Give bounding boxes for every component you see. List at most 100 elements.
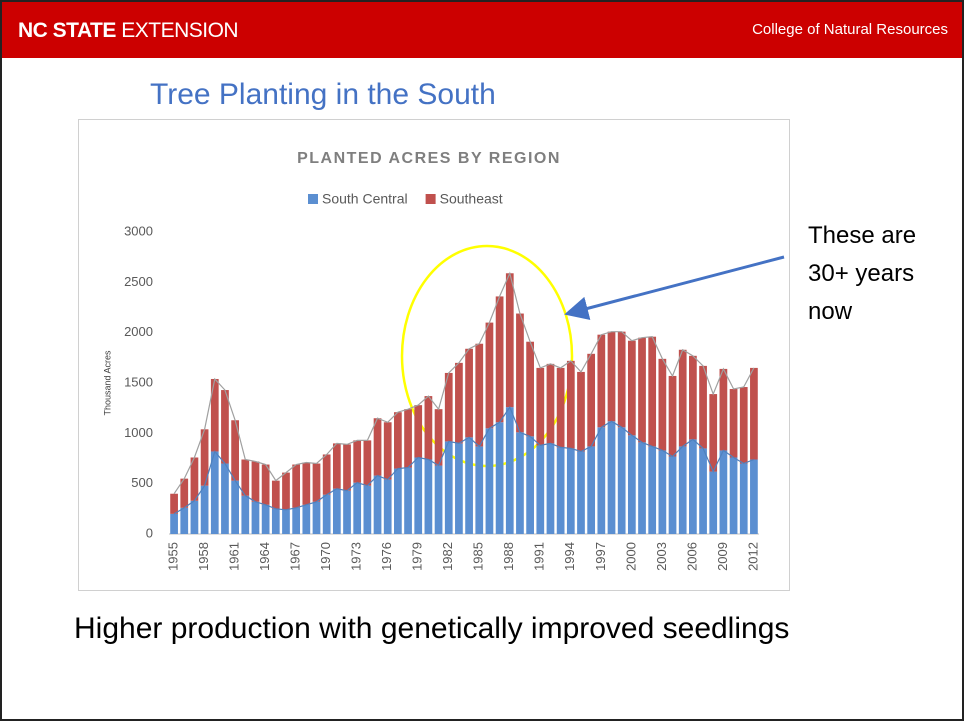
bar-segment	[638, 337, 646, 443]
bar-segment	[709, 471, 718, 534]
bar-segment	[495, 296, 504, 423]
arrow	[564, 255, 785, 321]
bar-segment	[689, 439, 697, 534]
x-tick-label: 1955	[166, 542, 181, 571]
bar-segment	[322, 454, 331, 495]
bar-segment	[587, 446, 596, 534]
bar-segment	[516, 432, 524, 534]
y-tick-label: 1500	[124, 374, 153, 389]
bar-segment	[526, 341, 534, 437]
bar-segment	[536, 367, 545, 446]
bar-segment	[699, 448, 707, 534]
bar-segment	[221, 463, 229, 534]
bar-segment	[729, 389, 738, 458]
bar-segment	[658, 358, 667, 451]
bar-segment	[312, 463, 321, 502]
y-tick-label: 0	[146, 525, 153, 540]
legend-label: Southeast	[440, 191, 503, 207]
bar-segment	[627, 340, 636, 436]
bar-segment	[363, 440, 372, 486]
bar-segment	[577, 451, 585, 534]
slide-title: Tree Planting in the South	[150, 78, 496, 111]
bar-segment	[383, 479, 392, 534]
bar-segment	[210, 378, 219, 452]
bar-segment	[373, 418, 382, 476]
x-tick-label: 1967	[288, 542, 303, 571]
annotation: These are 30+ years now	[808, 222, 917, 325]
bar-segment	[414, 405, 423, 458]
x-tick-label: 2012	[745, 542, 760, 571]
bar-segment	[709, 394, 718, 472]
bar-segment	[424, 396, 433, 460]
bar-segment	[312, 501, 321, 534]
y-axis-label: Thousand Acres	[102, 350, 112, 416]
bar-segment	[516, 313, 524, 433]
bar-segment	[424, 459, 433, 534]
bar-segment	[190, 500, 199, 534]
bar-segment	[536, 445, 545, 534]
bar-segment	[719, 450, 728, 534]
bar-segment	[394, 412, 402, 469]
header-bar: NC STATE EXTENSION College of Natural Re…	[2, 2, 962, 58]
bar-segment	[200, 429, 209, 486]
bar-segment	[394, 468, 402, 534]
bar-segment	[190, 457, 199, 501]
y-tick-label: 1000	[124, 425, 153, 440]
bar-segment	[638, 442, 646, 534]
legend-swatch	[425, 194, 436, 204]
bar-segment	[485, 322, 494, 429]
chart-frame	[78, 119, 790, 591]
x-tick-label: 1994	[562, 542, 577, 571]
bar-segment	[180, 478, 189, 508]
bar-segment	[739, 463, 748, 534]
bar-segment	[343, 490, 351, 534]
bar-segment	[322, 494, 331, 534]
bar-segment	[200, 485, 209, 534]
bar-segment	[404, 409, 412, 468]
bar-segment	[302, 504, 311, 534]
bar-segment	[353, 482, 362, 534]
bar-segment	[434, 465, 443, 534]
bar-segment	[261, 504, 270, 534]
bar-segment	[475, 446, 484, 534]
x-tick-label: 1979	[410, 542, 425, 571]
bar-segment	[648, 336, 657, 447]
bar-segment	[556, 367, 565, 448]
bar-segment	[678, 446, 687, 534]
bar-segment	[332, 443, 341, 489]
bar-segment	[170, 513, 178, 534]
x-tick-label: 1964	[257, 542, 272, 571]
bar-segment	[739, 387, 748, 464]
bar-segment	[383, 422, 392, 480]
y-tick-label: 2000	[124, 324, 153, 339]
caption: Higher production with genetically impro…	[74, 612, 790, 645]
legend-swatch	[308, 194, 318, 204]
bar-segment	[434, 409, 443, 466]
bar-segment	[241, 459, 250, 496]
bar-segment	[444, 441, 453, 534]
bar-segment	[271, 480, 280, 509]
bar-segment	[292, 507, 301, 534]
x-tick-label: 2006	[684, 542, 699, 571]
college: College of Natural Resources	[752, 21, 948, 38]
x-tick-label: 1985	[471, 542, 486, 571]
x-tick-label: 1958	[196, 542, 211, 571]
x-tick-label: 1976	[379, 542, 394, 571]
x-tick-label: 2009	[715, 542, 730, 571]
bar-segment	[353, 440, 362, 483]
bar-segment	[607, 331, 616, 422]
bar-segment	[750, 367, 758, 460]
bar-segment	[617, 427, 626, 534]
bar-segment	[251, 461, 260, 502]
bar-segment	[455, 362, 463, 444]
bar-segment	[373, 475, 382, 534]
bar-segment	[465, 348, 473, 438]
x-tick-label: 2000	[623, 542, 638, 571]
x-tick-label: 1973	[349, 542, 364, 571]
chart-title: PLANTED ACRES BY REGION	[297, 150, 561, 167]
legend-label: South Central	[322, 191, 408, 207]
bar-segment	[271, 508, 280, 534]
bar-segment	[332, 488, 341, 534]
x-tick-label: 1997	[593, 542, 608, 571]
bar-segment	[455, 443, 463, 534]
